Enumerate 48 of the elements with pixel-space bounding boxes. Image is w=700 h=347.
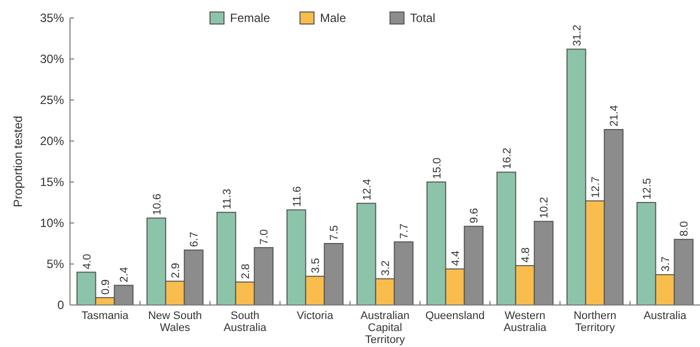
data-label: 2.9: [170, 262, 182, 278]
x-tick-label: Western Australia: [504, 310, 548, 334]
data-label: 7.0: [258, 229, 271, 245]
x-tick-label: South Australia: [224, 310, 268, 334]
x-tick-label: New South Wales: [148, 310, 202, 334]
y-tick-label: 0: [57, 298, 64, 312]
data-label: 11.3: [221, 188, 234, 210]
x-tick-label: Northern Territory: [574, 310, 616, 334]
data-label: 3.2: [380, 260, 392, 276]
data-label: 16.2: [501, 148, 514, 170]
data-label: 11.6: [291, 186, 304, 207]
x-tick-label: Queensland: [425, 310, 485, 322]
data-label: 12.4: [361, 178, 374, 200]
y-tick-label: 15%: [40, 175, 64, 190]
data-label: 2.8: [240, 264, 252, 280]
data-label: 12.7: [590, 176, 602, 198]
data-label: 15.0: [431, 158, 444, 179]
data-label: 3.5: [310, 258, 322, 274]
data-label: 9.6: [468, 208, 481, 224]
x-tick-label: Australia: [644, 310, 688, 322]
legend-label: Male: [320, 11, 346, 26]
data-label: 12.5: [641, 178, 654, 200]
data-label: 4.4: [450, 250, 462, 266]
data-label: 7.7: [398, 224, 411, 239]
x-tick-label: Tasmania: [81, 310, 130, 322]
legend-label: Total: [410, 11, 436, 26]
data-label: 0.9: [100, 279, 112, 295]
data-label: 8.0: [678, 221, 691, 236]
y-tick-label: 5%: [46, 257, 64, 272]
y-axis-title: Proportion tested: [11, 116, 25, 208]
data-label: 31.2: [571, 24, 584, 46]
data-label: 10.2: [538, 196, 551, 218]
y-tick-label: 35%: [40, 11, 64, 26]
data-label: 7.5: [328, 225, 341, 240]
data-label: 4.8: [520, 247, 532, 263]
y-tick-label: 10%: [40, 216, 64, 230]
y-tick-label: 25%: [40, 93, 64, 108]
data-label: 6.7: [188, 232, 201, 248]
data-label: 21.4: [608, 105, 621, 127]
x-tick-label: Australian Capital Territory: [360, 310, 410, 346]
legend-label: Female: [230, 11, 270, 26]
y-tick-label: 30%: [40, 52, 64, 66]
data-label: 2.4: [118, 267, 131, 282]
x-tick-label: Victoria: [296, 310, 334, 322]
data-label: 3.7: [660, 256, 672, 272]
data-label: 4.0: [81, 254, 94, 270]
y-tick-label: 20%: [40, 134, 64, 148]
data-label: 10.6: [151, 194, 164, 216]
